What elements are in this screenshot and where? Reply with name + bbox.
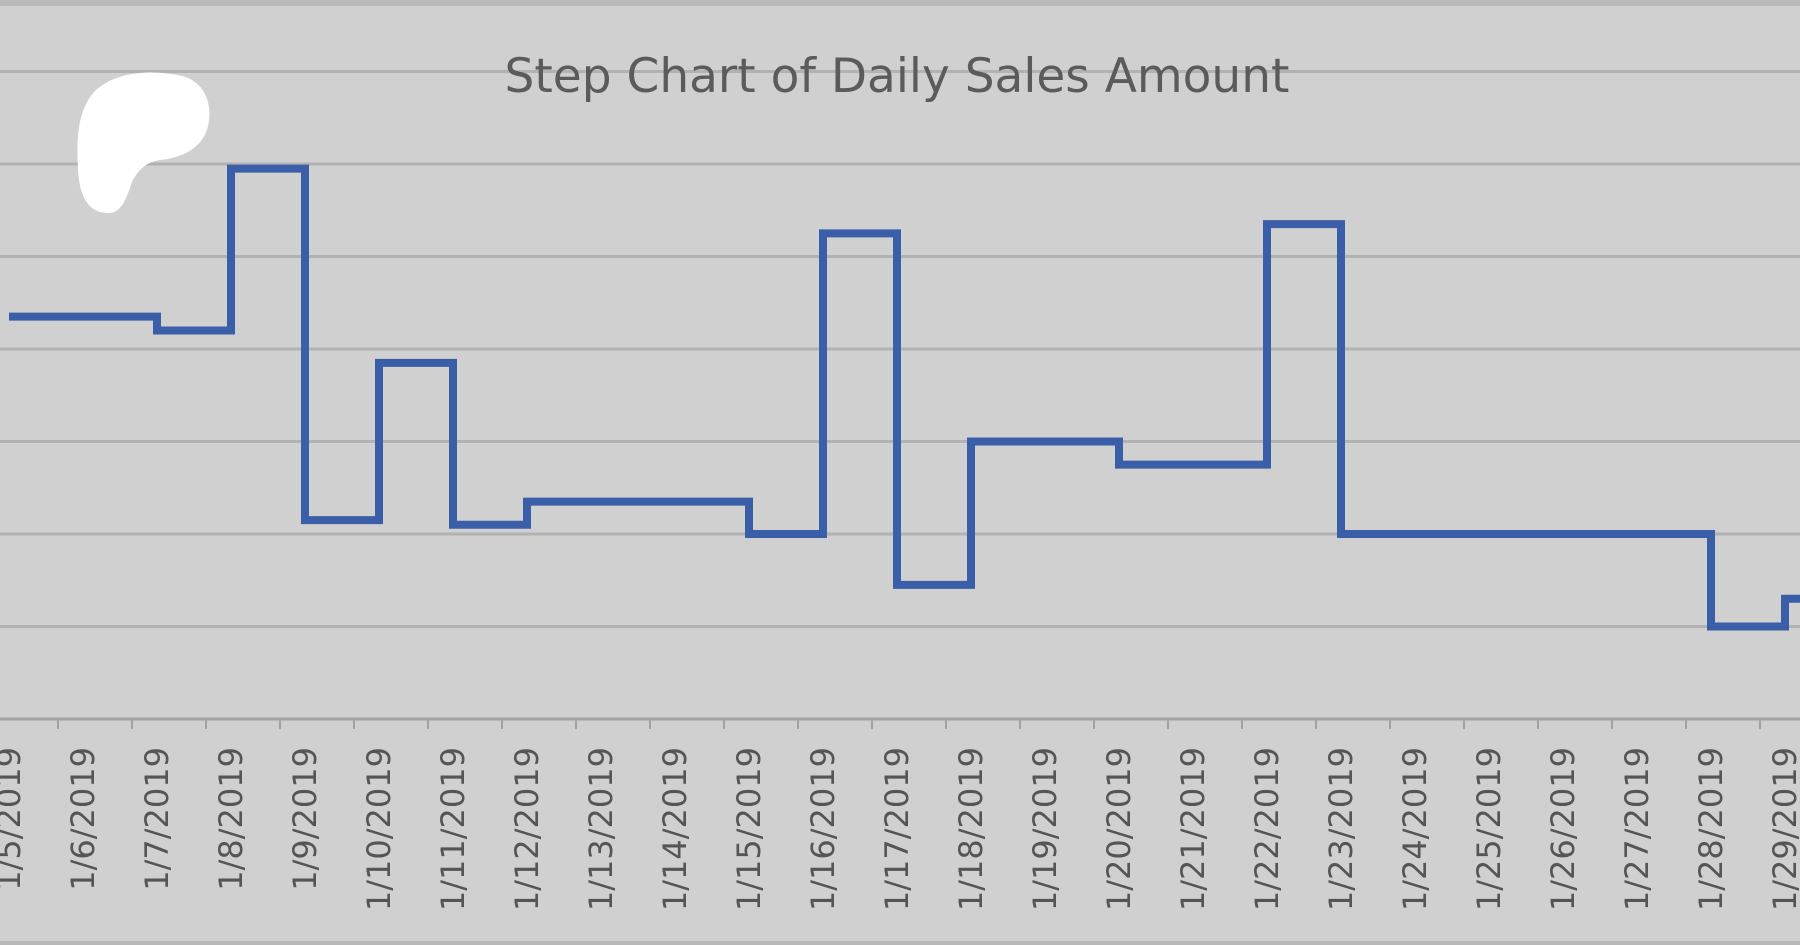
x-tick-label: 1/25/2019	[1470, 747, 1508, 911]
x-tick-label: 1/28/2019	[1692, 747, 1730, 911]
x-tick-label: 1/16/2019	[804, 747, 842, 911]
x-tick-label: 1/27/2019	[1618, 747, 1656, 911]
chart-title: Step Chart of Daily Sales Amount	[505, 49, 1290, 104]
x-tick-label: 1/21/2019	[1174, 747, 1212, 911]
x-tick-label: 1/5/2019	[0, 747, 28, 891]
x-tick-label: 1/9/2019	[286, 747, 324, 891]
bottom-border	[0, 941, 1800, 945]
x-tick-label: 1/18/2019	[952, 747, 990, 911]
series-layer	[9, 164, 1800, 631]
x-tick-label: 1/14/2019	[656, 747, 694, 911]
x-tick-label: 1/7/2019	[138, 747, 176, 891]
x-tick-label: 1/13/2019	[582, 747, 620, 911]
x-tick-label: 1/8/2019	[212, 747, 250, 891]
x-tick-label: 1/24/2019	[1396, 747, 1434, 911]
x-tick-label: 1/20/2019	[1100, 747, 1138, 911]
series-step-line	[9, 164, 1800, 631]
x-tick-label: 1/22/2019	[1248, 747, 1286, 911]
x-tick-label: 1/6/2019	[64, 747, 102, 891]
x-tick-label: 1/10/2019	[360, 747, 398, 911]
x-tick-label: 1/29/2019	[1766, 747, 1800, 911]
x-tick-label: 1/26/2019	[1544, 747, 1582, 911]
x-tick-label: 1/11/2019	[434, 747, 472, 911]
x-tick-label: 1/23/2019	[1322, 747, 1360, 911]
x-tick-label: 1/12/2019	[508, 747, 546, 911]
x-axis	[0, 717, 1800, 729]
annotation-blob	[77, 72, 210, 214]
x-tick-labels: 1/5/2019 1/6/2019 1/7/2019 1/8/2019 1/9/2019…	[0, 747, 1800, 911]
x-tick-label: 1/15/2019	[730, 747, 768, 911]
top-border	[0, 0, 1800, 6]
x-tick-label: 1/19/2019	[1026, 747, 1064, 911]
x-tick-label: 1/17/2019	[878, 747, 916, 911]
